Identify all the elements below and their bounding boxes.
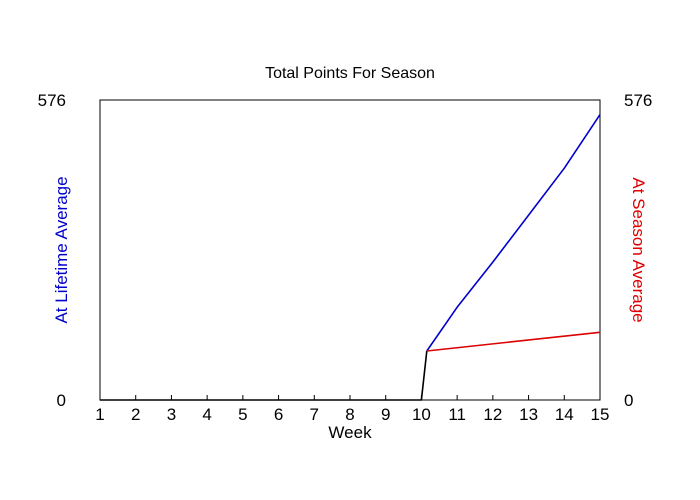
x-tick-label: 15 [591, 405, 610, 424]
x-axis-label: Week [328, 423, 372, 442]
x-tick-label: 4 [202, 405, 211, 424]
y-left-tick-label: 576 [38, 91, 66, 110]
x-tick-label: 10 [412, 405, 431, 424]
x-tick-label: 7 [310, 405, 319, 424]
series-line-season [426, 331, 601, 352]
x-tick-label: 9 [381, 405, 390, 424]
series-line-lifetime [426, 114, 601, 352]
y-right-tick-label: 576 [624, 91, 652, 110]
x-tick-label: 3 [167, 405, 176, 424]
x-tick-label: 13 [519, 405, 538, 424]
x-tick-label: 12 [483, 405, 502, 424]
y-axis-label-right: At Season Average [629, 177, 648, 322]
x-tick-label: 5 [238, 405, 247, 424]
y-axis-label-left: At Lifetime Average [52, 176, 71, 323]
x-tick-label: 6 [274, 405, 283, 424]
series-line-actual [100, 350, 428, 401]
y-axis-ticks: 0 576 0 576 [38, 91, 653, 410]
x-tick-label: 2 [131, 405, 140, 424]
y-right-tick-label: 0 [624, 391, 633, 410]
x-tick-label: 8 [345, 405, 354, 424]
plot-frame [99, 99, 601, 401]
x-tick-label: 11 [448, 405, 466, 424]
x-tick-label: 1 [95, 405, 104, 424]
chart-title: Total Points For Season [265, 65, 435, 82]
x-tick-label: 14 [555, 405, 574, 424]
series-layer [100, 114, 601, 401]
y-left-tick-label: 0 [57, 391, 66, 410]
